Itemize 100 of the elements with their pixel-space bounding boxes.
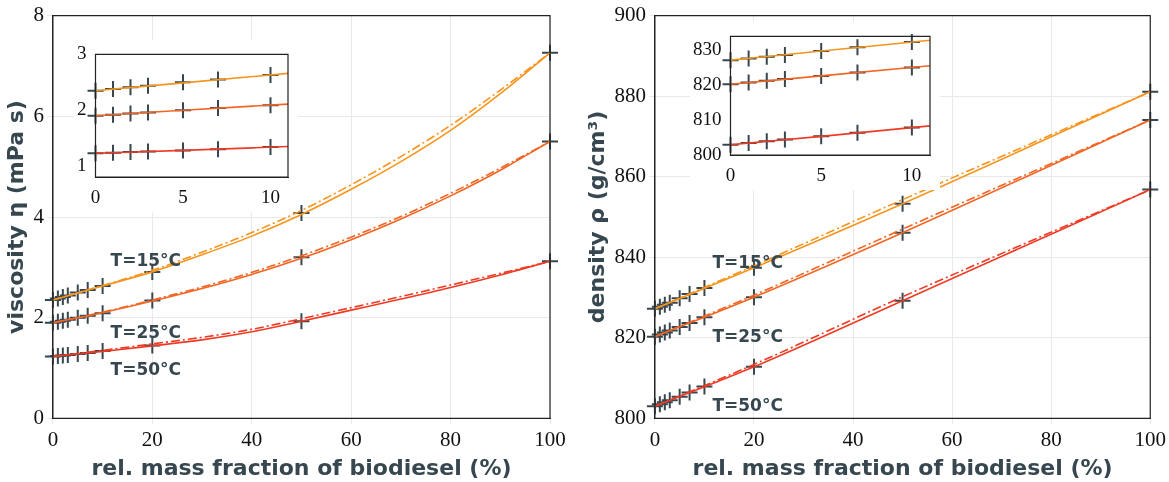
point [812, 42, 831, 61]
point [655, 393, 674, 412]
point [902, 32, 921, 51]
point [721, 135, 740, 154]
x-tick-label: 40 [842, 426, 864, 451]
point [721, 75, 740, 94]
point [650, 325, 669, 344]
point [143, 291, 162, 310]
x-tick-label: 60 [340, 426, 362, 451]
point [53, 288, 72, 307]
point [86, 106, 105, 125]
y-tick-label: 900 [614, 2, 646, 27]
y-tick-label: 2 [77, 98, 87, 120]
y-axis-title: viscosity η (mPa s) [2, 100, 28, 334]
point [848, 123, 867, 142]
point [1141, 180, 1160, 199]
x-tick-label: 60 [941, 426, 963, 451]
point [721, 51, 740, 70]
point [670, 289, 689, 308]
point [670, 387, 689, 406]
y-tick-label: 2 [33, 304, 44, 329]
point [775, 70, 794, 89]
x-tick-label: 80 [440, 426, 462, 451]
point [1141, 110, 1160, 129]
point [53, 311, 72, 330]
x-tick-label: 5 [178, 185, 188, 207]
point [757, 132, 776, 151]
annotation: T=15°C [110, 250, 182, 271]
x-tick-label: 10 [902, 163, 922, 185]
x-tick-label: 80 [1040, 426, 1062, 451]
x-tick-label: 0 [725, 163, 736, 185]
point [680, 313, 699, 332]
point [209, 70, 227, 89]
point [93, 276, 112, 295]
point [660, 391, 679, 410]
point [93, 304, 112, 323]
point [261, 96, 280, 115]
x-tick-label: 100 [534, 426, 566, 451]
point [68, 283, 87, 302]
annotation: T=50°C [110, 359, 182, 380]
x-tick-label: 100 [1134, 426, 1166, 451]
point [1141, 82, 1160, 101]
point [695, 308, 714, 327]
x-tick-label: 20 [141, 426, 163, 451]
y-axis-title: density ρ (g/cm³) [583, 110, 609, 324]
point [660, 293, 679, 312]
point [78, 343, 97, 362]
point [58, 310, 77, 329]
point [86, 81, 105, 100]
point [680, 383, 699, 402]
y-tick-label: 0 [33, 404, 44, 429]
point [893, 194, 912, 213]
point [48, 312, 67, 331]
x-tick-label: 40 [241, 426, 263, 451]
point [739, 133, 758, 152]
point [68, 308, 87, 327]
point [812, 127, 831, 146]
y-tick-label: 800 [614, 404, 646, 429]
point [744, 357, 763, 376]
y-tick-label: 840 [614, 243, 646, 268]
point [775, 45, 794, 64]
annotation: T=25°C [110, 321, 182, 342]
point [739, 49, 758, 68]
y-tick-label: 8 [33, 2, 44, 27]
point [58, 345, 77, 364]
point [670, 317, 689, 336]
annotation: T=50°C [712, 395, 783, 415]
x-tick-label: 10 [261, 185, 280, 207]
point [48, 289, 67, 308]
point [78, 306, 97, 325]
y-tick-label: 3 [77, 42, 87, 64]
x-tick-label: 5 [816, 163, 826, 185]
point [292, 203, 311, 222]
y-tick-label: 1 [77, 154, 87, 176]
point [660, 321, 679, 340]
y-tick-label: 820 [614, 324, 646, 349]
y-tick-label: 800 [693, 143, 722, 165]
point [893, 291, 912, 310]
y-tick-label: 830 [693, 38, 722, 60]
point [893, 223, 912, 242]
x-axis-title: rel. mass fraction of biodiesel (%) [692, 454, 1113, 480]
point [680, 284, 699, 303]
point [744, 288, 763, 307]
y-tick-label: 810 [693, 108, 722, 130]
x-axis-title: rel. mass fraction of biodiesel (%) [91, 454, 512, 480]
point [655, 295, 674, 314]
annotation: T=25°C [712, 325, 783, 346]
point [650, 395, 669, 414]
y-tick-label: 6 [33, 102, 44, 127]
point [174, 73, 192, 92]
y-tick-label: 4 [33, 203, 45, 228]
point [650, 297, 669, 316]
point [757, 71, 776, 90]
point [695, 377, 714, 396]
point [902, 118, 921, 137]
y-tick-label: 820 [693, 73, 722, 95]
x-tick-label: 20 [743, 426, 765, 451]
point [655, 323, 674, 342]
point [58, 286, 77, 305]
point [695, 278, 714, 297]
